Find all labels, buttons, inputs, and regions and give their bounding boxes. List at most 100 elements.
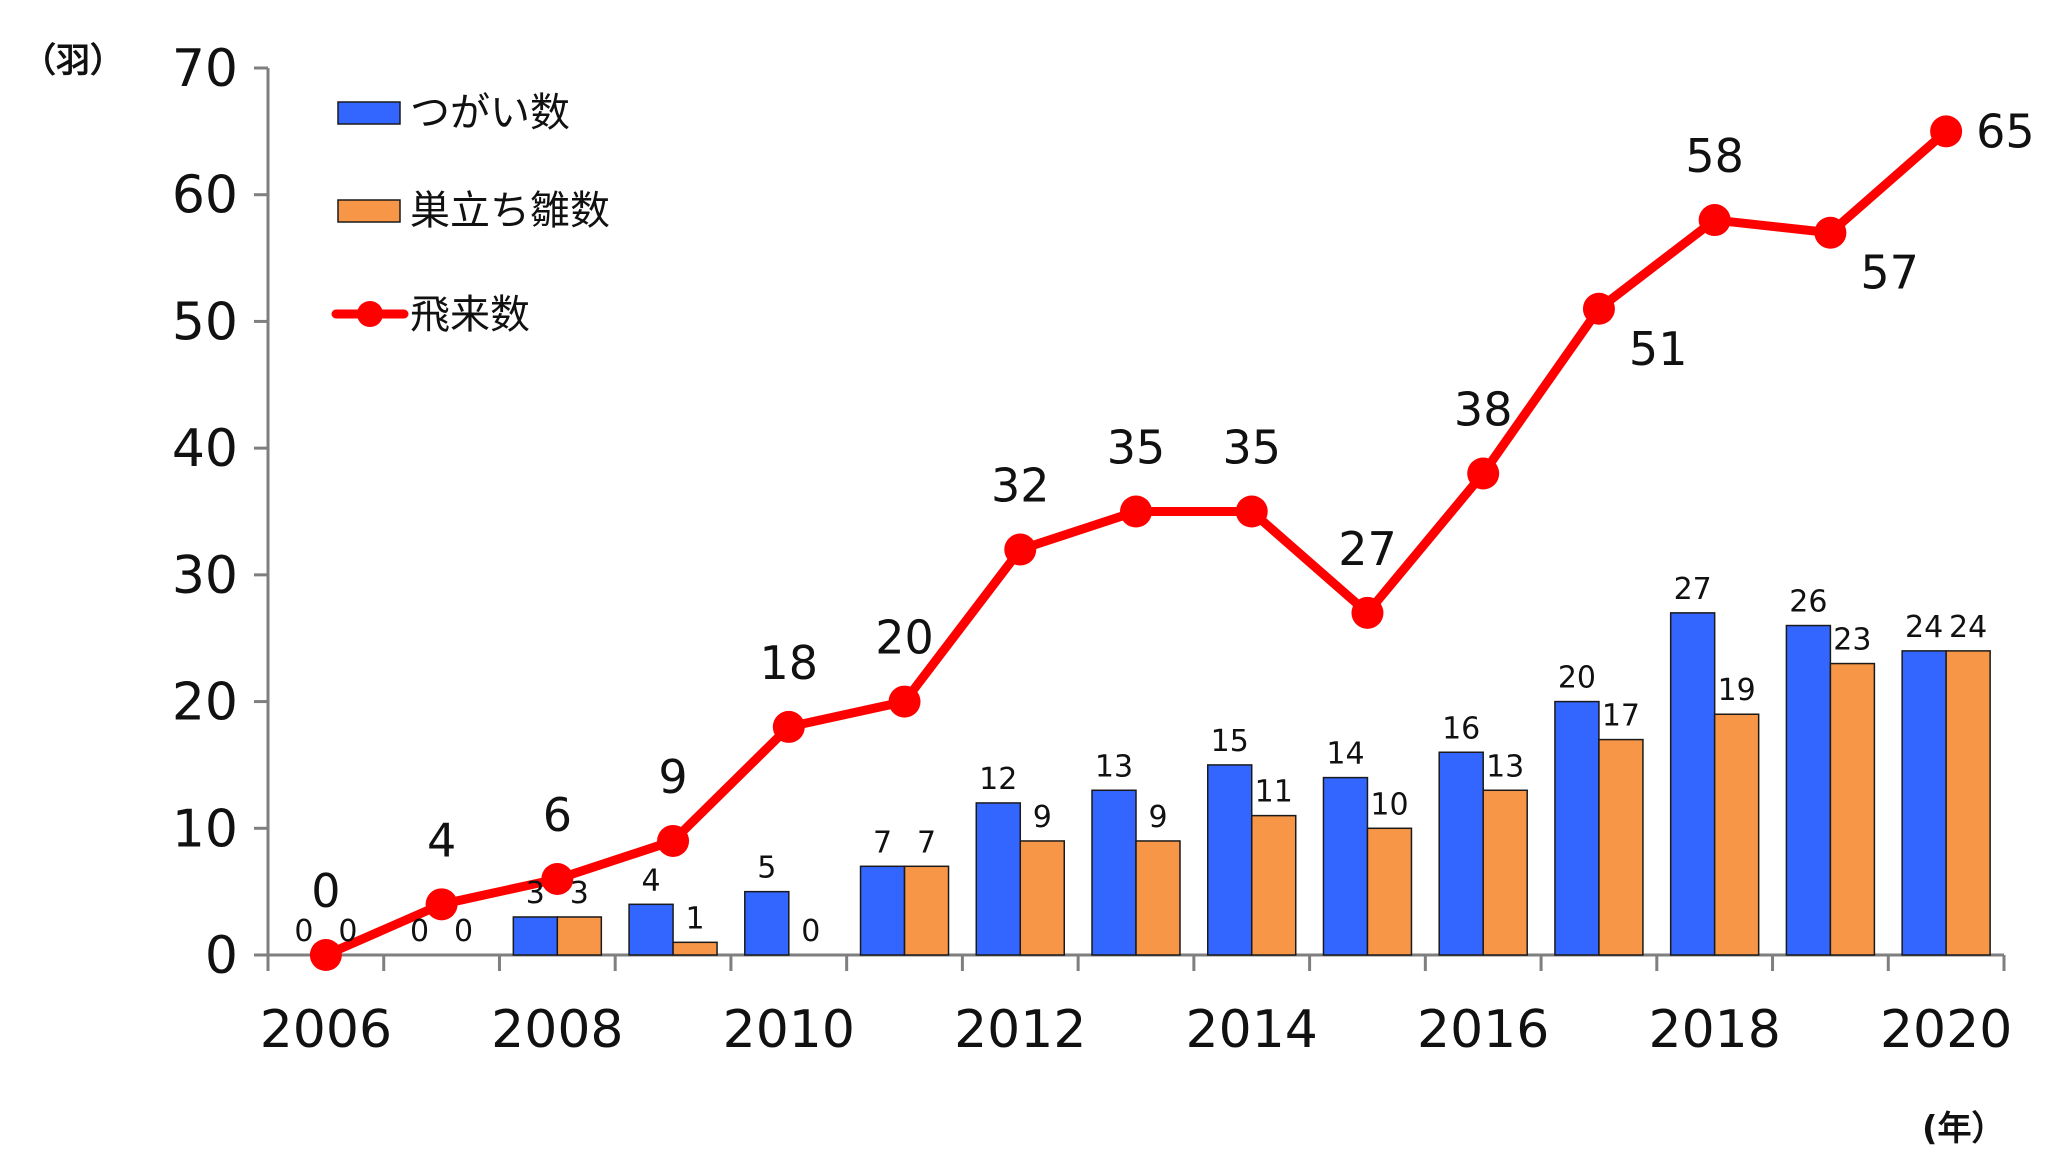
bar-pairs: [1438, 751, 1484, 956]
bar-label-pairs: 5: [757, 851, 776, 886]
bar-fledglings: [1945, 650, 1991, 956]
line-label-arrivals: 6: [543, 788, 572, 842]
bar-label-fledglings: 11: [1255, 775, 1293, 810]
bars-layer: [512, 612, 1991, 956]
bar-label-fledglings: 23: [1833, 623, 1871, 658]
bar-fledglings: [1713, 713, 1760, 956]
bar-label-fledglings: 10: [1370, 787, 1408, 822]
bar-fledglings: [556, 916, 603, 956]
bar-label-pairs: 26: [1789, 585, 1827, 620]
bar-label-pairs: 20: [1558, 661, 1596, 696]
x-tick-label: 2006: [260, 1000, 392, 1060]
y-tick-label: 40: [172, 419, 238, 479]
y-tick-label: 10: [172, 799, 238, 859]
legend-label-fledglings: 巣立ち雛数: [410, 188, 610, 234]
line-label-arrivals: 51: [1629, 322, 1688, 376]
x-tick-label: 2008: [491, 1000, 623, 1060]
line-label-arrivals: 0: [311, 864, 340, 918]
bar-label-fledglings: 7: [917, 825, 936, 860]
bar-label-pairs: 16: [1442, 711, 1480, 746]
point-arrivals: [1582, 292, 1615, 325]
point-arrivals: [1814, 216, 1847, 249]
bar-label-pairs: 15: [1211, 724, 1249, 759]
bar-label-fledglings: 13: [1486, 749, 1524, 784]
bar-label-fledglings: 1: [686, 901, 705, 936]
point-arrivals: [657, 824, 690, 857]
bar-label-pairs: 24: [1905, 610, 1943, 645]
bar-label-pairs: 3: [526, 876, 545, 911]
bar-fledglings: [1250, 814, 1297, 956]
legend: つがい数 巣立ち雛数 飛来数: [331, 90, 610, 338]
bar-pairs: [1554, 700, 1600, 956]
bar-fledglings: [672, 941, 718, 956]
line-label-arrivals: 65: [1976, 104, 2035, 158]
bar-label-pairs: 0: [410, 914, 429, 949]
bar-fledglings: [1598, 738, 1644, 956]
point-arrivals: [425, 888, 458, 921]
line-label-arrivals: 4: [427, 813, 456, 867]
bar-label-fledglings: 3: [570, 876, 589, 911]
bar-label-pairs: 4: [642, 863, 661, 898]
point-arrivals: [541, 862, 574, 895]
bar-label-pairs: 7: [873, 825, 892, 860]
bar-pairs: [1091, 789, 1137, 956]
bar-pairs: [1206, 764, 1253, 956]
point-arrivals: [1351, 596, 1384, 629]
bar-label-fledglings: 19: [1718, 673, 1756, 708]
y-tick-label: 60: [172, 166, 238, 226]
bar-label-pairs: 14: [1326, 737, 1364, 772]
x-tick-label: 2014: [1186, 1000, 1318, 1060]
bar-label-fledglings: 0: [801, 914, 820, 949]
bar-label-fledglings: 9: [1148, 800, 1167, 835]
y-tick-label: 0: [205, 926, 238, 986]
y-tick-label: 20: [172, 673, 238, 733]
bar-pairs: [1901, 650, 1947, 956]
line-label-arrivals: 35: [1222, 421, 1281, 475]
legend-label-arrivals: 飛来数: [410, 292, 530, 338]
y-tick-label: 30: [172, 546, 238, 606]
y-ticks: 0 10 20 30 40 50 60 70: [172, 39, 268, 986]
bar-label-fledglings: 17: [1602, 699, 1640, 734]
line-label-arrivals: 57: [1860, 246, 1919, 300]
point-arrivals: [1930, 115, 1963, 148]
x-axis-unit-label: (年）: [1922, 1109, 2006, 1149]
x-tick-label: 2016: [1417, 1000, 1549, 1060]
bar-pairs: [512, 916, 559, 956]
y-tick-label: 70: [172, 39, 238, 99]
x-tick-label: 2010: [723, 1000, 855, 1060]
bar-label-fledglings: 0: [454, 914, 473, 949]
bar-label-fledglings: 9: [1033, 800, 1052, 835]
line-label-arrivals: 27: [1338, 522, 1397, 576]
bar-label-pairs: 0: [294, 914, 313, 949]
bar-label-pairs: 12: [979, 762, 1017, 797]
line-label-arrivals: 9: [658, 750, 687, 804]
point-arrivals: [309, 939, 342, 971]
bar-fledglings: [1135, 840, 1181, 956]
bar-fledglings: [1482, 789, 1528, 956]
bar-pairs: [1785, 624, 1832, 956]
x-ticks: 2006 2008 2010 2012 2014 2016 2018 2020: [260, 955, 2012, 1060]
bar-pairs: [1322, 776, 1369, 956]
line-label-arrivals: 18: [760, 636, 819, 690]
legend-label-pairs: つがい数: [410, 90, 570, 136]
line-layer: [309, 115, 1963, 971]
y-axis-unit-label: （羽）: [22, 41, 124, 81]
bar-label-pairs: 27: [1674, 572, 1712, 607]
bar-fledglings: [903, 865, 950, 956]
bar-fledglings: [1366, 827, 1413, 956]
bar-pairs: [744, 890, 790, 956]
bar-label-fledglings: 24: [1949, 610, 1987, 645]
line-label-arrivals: 20: [875, 611, 934, 665]
bar-fledglings: [1019, 840, 1066, 956]
point-arrivals: [1004, 533, 1037, 566]
x-tick-label: 2020: [1880, 1000, 2012, 1060]
legend-swatch-pairs: [337, 101, 401, 125]
point-arrivals: [1120, 495, 1152, 528]
bar-label-fledglings: 0: [338, 914, 357, 949]
line-label-arrivals: 58: [1685, 129, 1744, 183]
bar-label-pairs: 13: [1095, 749, 1133, 784]
